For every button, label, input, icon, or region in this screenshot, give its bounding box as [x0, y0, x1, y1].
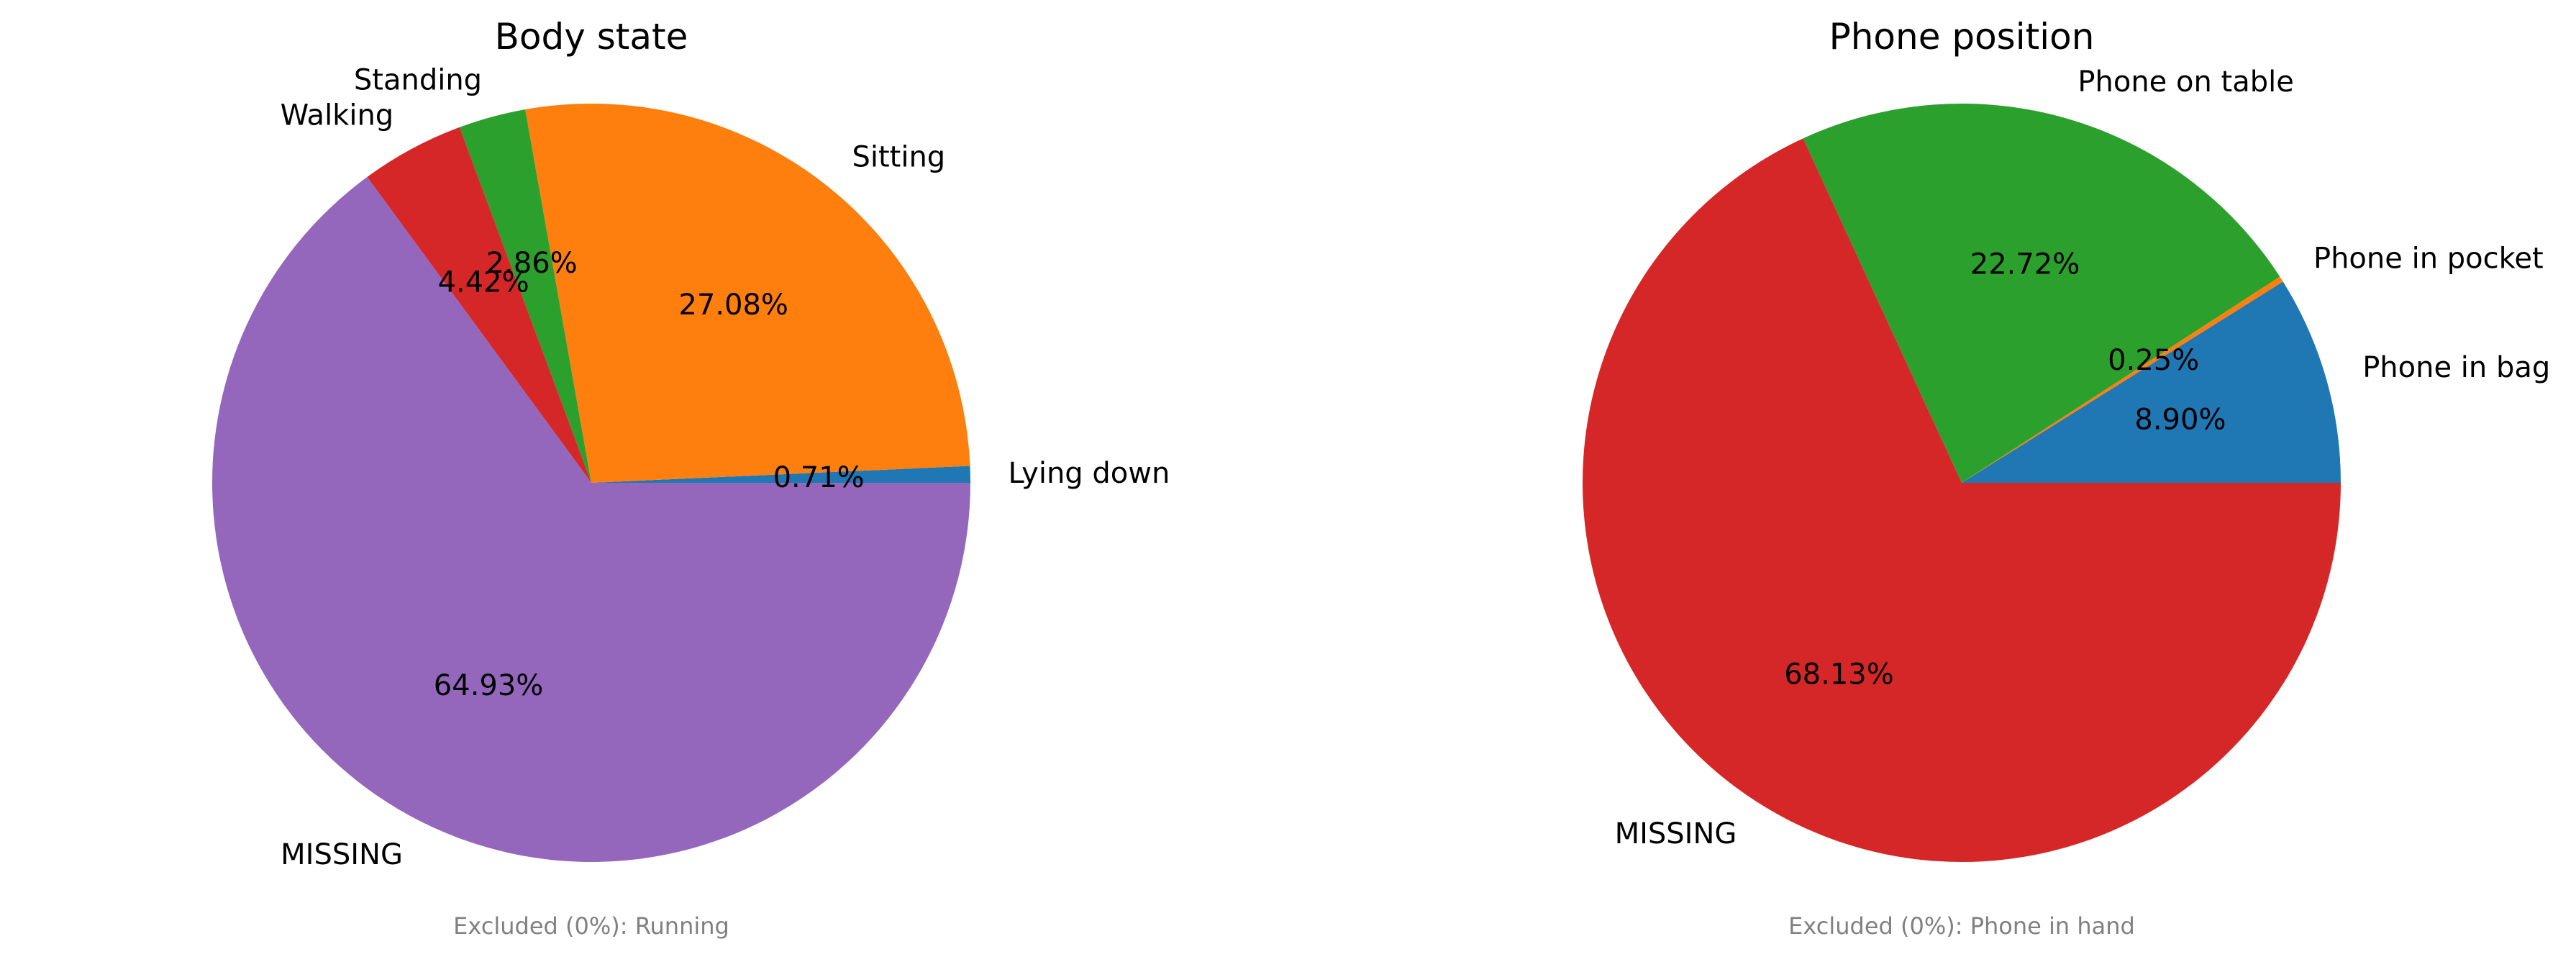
slice-label-sitting: Sitting	[852, 141, 945, 174]
slice-label-standing: Standing	[354, 64, 482, 97]
pie-slices	[1583, 104, 2341, 863]
pie-slice-lying-down	[591, 466, 970, 483]
slice-percent-missing: 64.93%	[434, 669, 544, 702]
chart-title: Phone position	[1829, 16, 2095, 58]
chart-title: Body state	[495, 16, 688, 58]
slice-percent-lying-down: 0.71%	[773, 461, 865, 494]
slice-percent-phone-on-table: 22.72%	[1970, 248, 2080, 281]
excluded-footnote: Excluded (0%): Phone in hand	[1788, 912, 2135, 940]
slice-percent-phone-in-pocket: 0.25%	[2108, 344, 2199, 377]
slice-label-walking: Walking	[281, 99, 394, 132]
body-state-pie-chart: Body state Lying down 0.71% Sitting 27.08% S…	[212, 16, 1170, 940]
slice-percent-missing: 68.13%	[1784, 658, 1894, 691]
slice-label-phone-in-bag: Phone in bag	[2362, 351, 2550, 384]
pie-labels: Phone in bag 8.90% Phone in pocket 0.25% Pho…	[1615, 65, 2551, 850]
pie-slices	[212, 103, 970, 862]
pie-slice-phone-in-bag	[1962, 281, 2341, 483]
slice-percent-phone-in-bag: 8.90%	[2134, 404, 2226, 437]
pie-slice-phone-in-pocket	[1962, 276, 2283, 483]
slice-label-phone-in-pocket: Phone in pocket	[2313, 242, 2544, 276]
slice-label-lying-down: Lying down	[1009, 457, 1170, 490]
pie-slice-sitting	[525, 103, 970, 483]
pie-slice-missing	[1583, 138, 2341, 863]
slice-label-phone-on-table: Phone on table	[2077, 65, 2293, 99]
pie-slice-missing	[212, 177, 970, 862]
pie-labels: Lying down 0.71% Sitting 27.08% Standing 2.86…	[281, 64, 1170, 872]
pie-slice-standing	[459, 109, 591, 484]
slice-percent-standing: 2.86%	[486, 247, 578, 280]
excluded-footnote: Excluded (0%): Running	[453, 912, 729, 940]
slice-label-missing: MISSING	[281, 838, 403, 871]
slice-label-missing: MISSING	[1615, 817, 1737, 850]
pie-slice-walking	[367, 127, 591, 483]
pie-slice-phone-on-table	[1803, 104, 2280, 483]
slice-percent-sitting: 27.08%	[678, 289, 788, 322]
slice-percent-walking: 4.42%	[438, 266, 529, 299]
